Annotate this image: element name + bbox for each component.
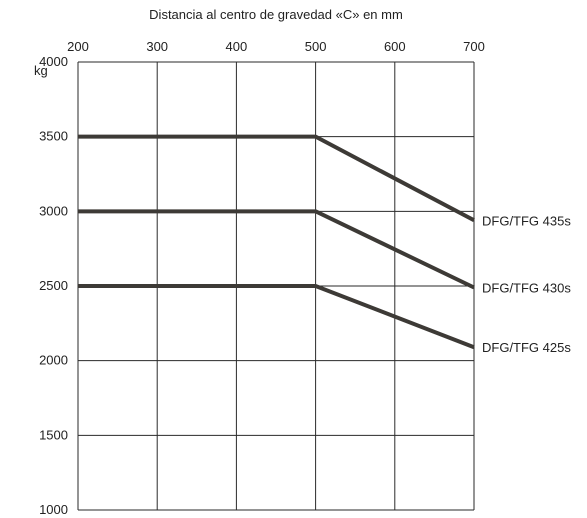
y-tick-label: 2500 bbox=[39, 278, 68, 293]
y-tick-label: 4000 bbox=[39, 54, 68, 69]
x-tick-label: 400 bbox=[226, 39, 248, 54]
x-tick-label: 200 bbox=[67, 39, 89, 54]
x-tick-label: 600 bbox=[384, 39, 406, 54]
series-line-0 bbox=[78, 134, 475, 223]
series-line-2 bbox=[78, 284, 475, 350]
x-tick-labels: 200 300 400 500 600 700 bbox=[67, 39, 485, 54]
x-tick-label: 300 bbox=[146, 39, 168, 54]
y-tick-label: 1500 bbox=[39, 427, 68, 442]
series-line-1 bbox=[78, 209, 475, 290]
series-label-2: DFG/TFG 425s bbox=[482, 340, 571, 355]
series-labels: DFG/TFG 435s DFG/TFG 430s DFG/TFG 425s bbox=[482, 213, 571, 355]
y-tick-label: 3500 bbox=[39, 129, 68, 144]
y-tick-label: 3000 bbox=[39, 203, 68, 218]
series-label-1: DFG/TFG 430s bbox=[482, 280, 571, 295]
x-tick-label: 700 bbox=[463, 39, 485, 54]
series-lines bbox=[78, 134, 475, 350]
y-tick-label: 2000 bbox=[39, 353, 68, 368]
x-tick-label: 500 bbox=[305, 39, 327, 54]
y-tick-label: 1000 bbox=[39, 502, 68, 517]
y-tick-labels: 4000 3500 3000 2500 2000 1500 1000 bbox=[39, 54, 68, 517]
chart-title: Distancia al centro de gravedad «C» en m… bbox=[149, 7, 403, 22]
series-label-0: DFG/TFG 435s bbox=[482, 213, 571, 228]
y-axis-unit-label: kg bbox=[34, 63, 48, 78]
